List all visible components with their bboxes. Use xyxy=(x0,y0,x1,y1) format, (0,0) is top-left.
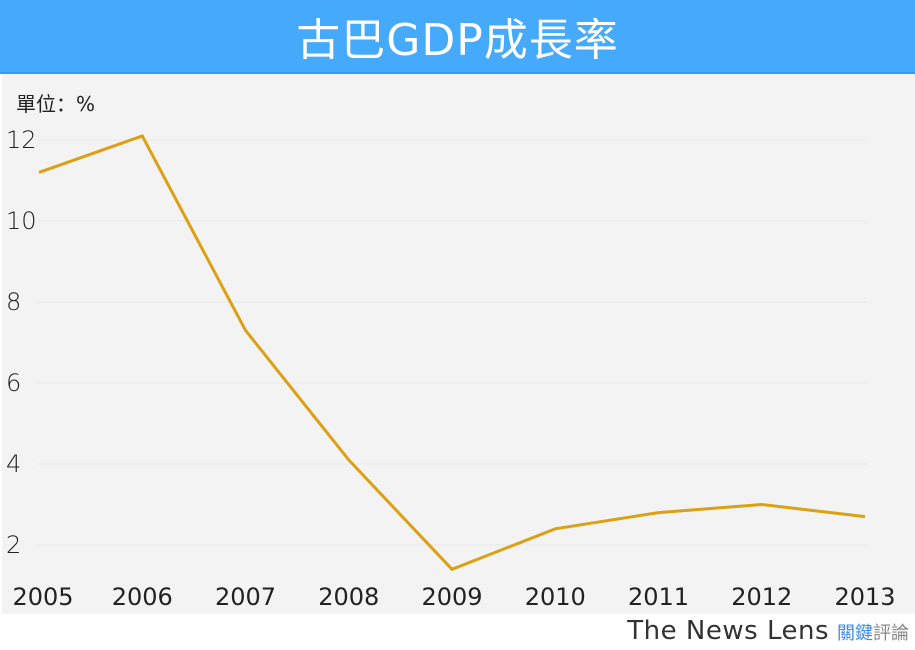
y-tick-label: 6 xyxy=(6,369,22,397)
gdp-growth-line xyxy=(38,134,866,572)
x-tick-label: 2013 xyxy=(834,583,896,611)
x-tick-label: 2011 xyxy=(627,583,690,611)
y-tick-label: 10 xyxy=(6,207,37,235)
y-axis-unit-label: 單位：% xyxy=(16,92,96,116)
x-tick-label: 2012 xyxy=(731,583,793,611)
y-tick-label: 12 xyxy=(6,126,37,154)
footer-logo: The News Lens 關鍵評論 xyxy=(627,616,909,646)
x-tick-label: 2006 xyxy=(111,583,173,611)
chart-header: 古巴GDP成長率 xyxy=(0,0,915,74)
x-tick-label: 2010 xyxy=(524,583,586,611)
x-tick-label: 2005 xyxy=(12,583,74,611)
y-tick-label: 8 xyxy=(6,288,22,316)
brand-logo-text: The News Lens xyxy=(627,616,829,646)
brand-logo-cn: 關鍵評論 xyxy=(837,623,909,644)
gridlines xyxy=(38,139,867,546)
chart-panel xyxy=(2,74,915,614)
chart-title: 古巴GDP成長率 xyxy=(296,15,619,66)
x-tick-label: 2007 xyxy=(214,583,277,611)
y-tick-label: 4 xyxy=(6,450,22,478)
y-tick-label: 2 xyxy=(6,531,22,559)
x-tick-label: 2009 xyxy=(421,583,483,611)
x-tick-label: 2008 xyxy=(318,583,380,611)
